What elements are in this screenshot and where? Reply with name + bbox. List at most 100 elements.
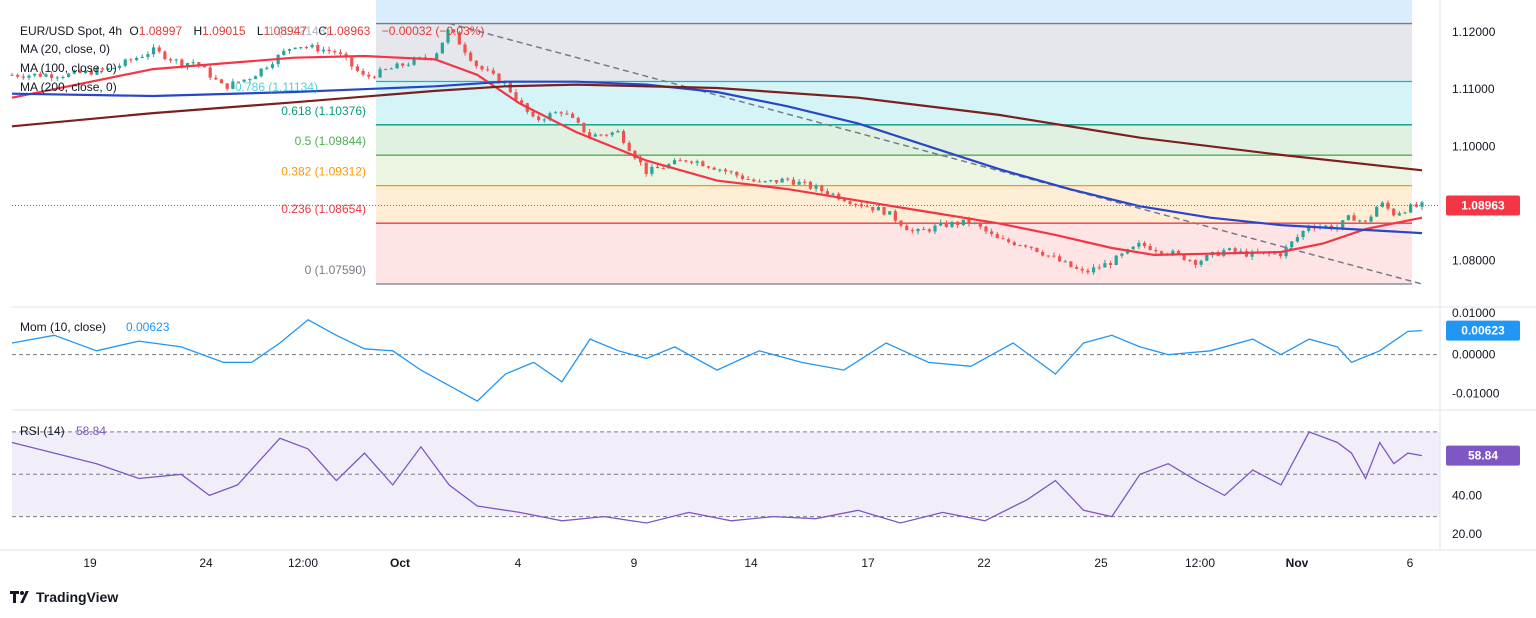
time-tick: Nov: [1286, 556, 1309, 570]
candle-body: [469, 52, 473, 61]
candle-body: [1035, 247, 1039, 252]
candle-body: [304, 47, 309, 49]
momentum-tick: -0.01000: [1452, 386, 1500, 400]
candle-body: [1018, 245, 1022, 247]
candle-body: [1137, 242, 1141, 247]
momentum-line: [11, 319, 1423, 402]
rsi-tick: 40.00: [1452, 488, 1482, 502]
candle-body: [1182, 253, 1186, 261]
candle-body: [338, 52, 343, 54]
candle-body: [576, 117, 580, 123]
time-tick: Oct: [390, 556, 410, 570]
candle-body: [163, 51, 167, 60]
candle-body: [61, 76, 65, 78]
candle-body: [231, 81, 235, 89]
fib-top-label: 1 (1.12148): [268, 24, 330, 38]
ma200-legend[interactable]: MA (200, close, 0): [20, 80, 117, 94]
candle-body: [1057, 256, 1062, 262]
tradingview-logo[interactable]: TradingView: [10, 589, 118, 605]
candle-body: [67, 73, 71, 77]
candle-body: [1199, 260, 1203, 265]
candle-body: [956, 221, 960, 226]
candle-body: [310, 44, 314, 48]
momentum-tag-value: 0.00623: [1461, 324, 1505, 338]
candle-body: [910, 230, 914, 232]
candle-body: [1024, 245, 1028, 247]
candle-body: [202, 65, 207, 68]
candle-body: [865, 206, 869, 208]
candle-body: [1307, 227, 1311, 231]
candle-body: [1108, 263, 1113, 265]
time-tick: 19: [83, 556, 97, 570]
close-label: C: [318, 24, 327, 38]
candle-body: [780, 178, 784, 183]
candle-body: [1386, 202, 1390, 209]
candle-body: [191, 62, 195, 64]
candle-body: [214, 77, 218, 80]
candle-body: [1205, 254, 1209, 261]
candle-body: [735, 171, 739, 176]
ma20-legend[interactable]: MA (20, close, 0): [20, 42, 111, 56]
rsi-tag-value: 58.84: [1468, 449, 1498, 463]
candle-body: [225, 83, 229, 89]
time-tick: 4: [515, 556, 522, 570]
candle-body: [1273, 253, 1277, 255]
candle-body: [316, 44, 320, 52]
candle-body: [1409, 204, 1413, 213]
candle-body: [848, 201, 852, 204]
candle-body: [84, 70, 88, 73]
candle-body: [1001, 238, 1005, 240]
ma20-line: [11, 54, 1423, 257]
low-label: L: [256, 24, 264, 38]
candle-body: [1369, 216, 1373, 222]
candle-body: [1358, 220, 1362, 222]
candle-body: [38, 73, 42, 77]
time-tick: 24: [199, 556, 213, 570]
candle-body: [944, 222, 948, 227]
candle-body: [616, 130, 620, 133]
candle-body: [78, 70, 82, 73]
candle-body: [537, 116, 541, 121]
axes: 1.08963 1.12000 1.11000 1.10000 1.08000 19 24 1…: [0, 0, 1536, 570]
candle-body: [355, 66, 360, 71]
candle-body: [1148, 245, 1152, 251]
candle-body: [746, 178, 750, 180]
header-ohlc: EUR/USD Spot, 4h O1.08997 H1.09015 L1.08…: [20, 24, 488, 38]
candle-body: [219, 79, 224, 84]
fib-label-0.5: 0.5 (1.09844): [295, 134, 366, 148]
rsi-value-tag: [1446, 445, 1520, 466]
candle-body: [406, 64, 410, 66]
trendline: [448, 22, 1423, 285]
candle-body: [542, 119, 546, 121]
candle-body: [531, 111, 535, 117]
candle-body: [1007, 239, 1011, 243]
candle-body: [644, 162, 648, 174]
candle-body: [1420, 202, 1424, 207]
candle-body: [961, 219, 965, 226]
momentum-tick: 0.01000: [1452, 306, 1496, 320]
rsi-legend: RSI (14): [20, 424, 65, 438]
candle-body: [984, 226, 988, 232]
fib-label-0.618: 0.618 (1.10376): [281, 104, 366, 118]
symbol-title[interactable]: EUR/USD Spot, 4h: [20, 24, 123, 38]
candle-body: [740, 175, 745, 179]
candle-body: [990, 231, 994, 234]
candle-body: [384, 69, 388, 71]
fib-label-0.382: 0.382 (1.09312): [281, 165, 366, 179]
candle-body: [248, 79, 252, 81]
candle-body: [1290, 241, 1294, 248]
high-label: H: [193, 24, 203, 38]
candle-body: [905, 225, 909, 231]
candle-body: [701, 161, 705, 167]
candle-body: [661, 168, 665, 170]
candle-body: [44, 74, 48, 77]
candle-body: [1363, 220, 1367, 222]
candle-body: [520, 100, 524, 104]
ma100-legend[interactable]: MA (100, close, 0): [20, 61, 117, 75]
candle-body: [1233, 248, 1237, 252]
candle-body: [508, 82, 512, 93]
candle-body: [808, 181, 813, 189]
candle-body: [729, 171, 733, 173]
candle-body: [1295, 237, 1300, 242]
candle-body: [270, 64, 275, 68]
